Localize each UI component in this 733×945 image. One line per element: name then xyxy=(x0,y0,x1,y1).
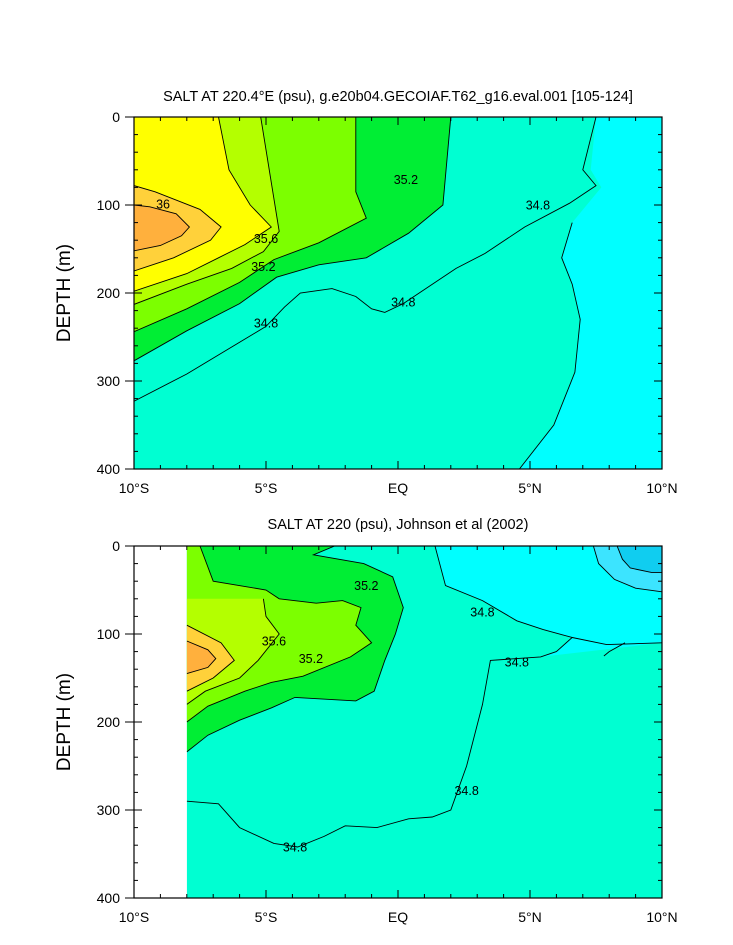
panel-bottom-ylabel: DEPTH (m) xyxy=(54,673,75,771)
contour-label: 34.8 xyxy=(254,316,278,330)
panel-bottom-plot: 35.2 34.8 35.6 35.2 34.8 34.8 34.8 10°S 5°S EQ 5°N… xyxy=(97,538,678,925)
contour-line xyxy=(616,546,662,573)
y-tick-label: 100 xyxy=(97,626,121,642)
contour-label: 34.8 xyxy=(505,656,529,670)
contour-line xyxy=(134,117,280,305)
x-tick-label: EQ xyxy=(388,909,408,925)
contour-label: 35.6 xyxy=(262,635,286,649)
y-tick-label: 100 xyxy=(97,197,121,213)
plot-body: 36 35.6 35.2 34.8 35.2 34.8 34.8 xyxy=(134,117,662,469)
y-tick-label: 300 xyxy=(97,802,121,818)
panel-top-plot: 36 35.6 35.2 34.8 35.2 34.8 34.8 10°S 5°S EQ 5°N 10… xyxy=(97,109,678,496)
contour-line xyxy=(134,117,452,362)
y-tick-label: 200 xyxy=(97,714,121,730)
y-tick-label: 400 xyxy=(97,461,121,477)
contour-line xyxy=(603,642,626,657)
contour-line xyxy=(134,204,191,252)
contour-line xyxy=(186,546,373,723)
contour-line xyxy=(186,546,404,753)
contour-label: 35.2 xyxy=(394,173,418,187)
x-tick-label: 5°N xyxy=(518,480,542,496)
x-tick-label: 10°S xyxy=(119,480,150,496)
x-tick-label: EQ xyxy=(388,480,408,496)
panel-top-title: SALT AT 220.4°E (psu), g.e20b04.GECOIAF.… xyxy=(163,89,633,105)
panel-top-ylabel: DEPTH (m) xyxy=(54,244,75,342)
contour-label: 34.8 xyxy=(470,606,494,620)
x-tick-label: 10°N xyxy=(646,480,677,496)
plot-body: 35.2 34.8 35.6 35.2 34.8 34.8 34.8 xyxy=(186,546,663,898)
contour-label: 35.2 xyxy=(251,260,275,274)
contour-line xyxy=(134,117,597,402)
contour-line xyxy=(572,637,663,646)
contour-line xyxy=(186,624,235,692)
x-tick-label: 10°S xyxy=(119,909,150,925)
y-tick-label: 0 xyxy=(112,109,120,125)
y-tick-label: 400 xyxy=(97,890,121,906)
contour-label: 34.8 xyxy=(454,784,478,798)
contour-label: 35.6 xyxy=(254,232,278,246)
contour-label: 35.2 xyxy=(299,652,323,666)
x-tick-label: 5°S xyxy=(255,480,278,496)
contour-fill-orange xyxy=(186,641,216,674)
y-tick-label: 0 xyxy=(112,538,120,554)
y-tick-label: 300 xyxy=(97,373,121,389)
x-tick-label: 5°S xyxy=(255,909,278,925)
contour-label: 36 xyxy=(156,198,170,212)
contour-fill-orange xyxy=(134,205,190,251)
contour-fill-cyan xyxy=(435,546,662,657)
contour-label: 34.8 xyxy=(391,295,415,309)
contour-line xyxy=(134,185,222,272)
contour-fill-cyan xyxy=(519,117,662,469)
tick-marks xyxy=(125,545,663,899)
tick-marks xyxy=(125,116,663,470)
panel-bottom-title: SALT AT 220 (psu), Johnson et al (2002) xyxy=(268,517,529,533)
contour-label: 34.8 xyxy=(526,199,550,213)
contour-line xyxy=(519,222,581,469)
panel-top: SALT AT 220.4°E (psu), g.e20b04.GECOIAF.… xyxy=(54,89,678,496)
x-tick-label: 10°N xyxy=(646,909,677,925)
contour-fill-blue xyxy=(617,546,662,573)
contour-line xyxy=(592,546,663,593)
contour-line xyxy=(134,117,367,333)
contour-line xyxy=(186,598,280,705)
contour-line xyxy=(134,117,272,292)
x-tick-label: 5°N xyxy=(518,909,542,925)
contour-line xyxy=(186,640,217,675)
contour-label: 34.8 xyxy=(283,840,307,854)
contour-label: 35.2 xyxy=(354,579,378,593)
panel-bottom: SALT AT 220 (psu), Johnson et al (2002) … xyxy=(54,517,678,925)
y-tick-label: 200 xyxy=(97,285,121,301)
contour-line xyxy=(186,546,574,848)
